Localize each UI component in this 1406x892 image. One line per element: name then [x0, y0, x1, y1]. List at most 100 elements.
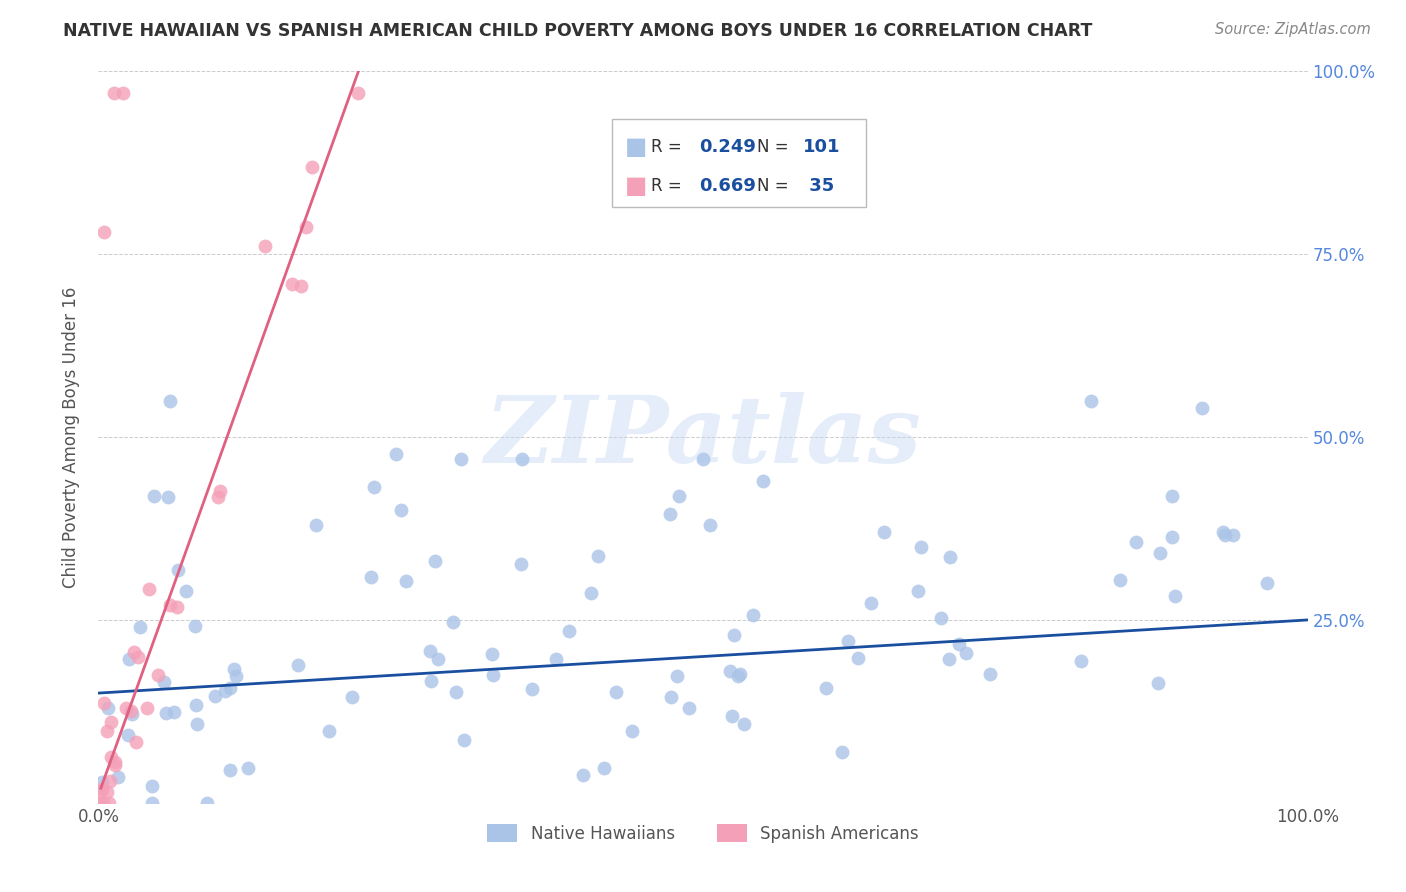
Legend: Native Hawaiians, Spanish Americans: Native Hawaiians, Spanish Americans	[481, 818, 925, 849]
Point	[125, 734, 148, 748]
Point	[204, 689, 226, 703]
Point	[692, 452, 714, 467]
Point	[318, 724, 340, 739]
Point	[98, 796, 121, 810]
Point	[208, 483, 231, 498]
Point	[938, 652, 960, 666]
Point	[236, 761, 259, 775]
Point	[363, 480, 385, 494]
Point	[287, 658, 309, 673]
Point	[120, 704, 142, 718]
Point	[444, 685, 467, 699]
Point	[167, 562, 190, 576]
Point	[1164, 589, 1187, 603]
Point	[520, 682, 543, 697]
Point	[426, 651, 449, 665]
Point	[89, 796, 111, 810]
Point	[219, 763, 242, 777]
Point	[450, 452, 472, 467]
Point	[425, 554, 447, 568]
Point	[979, 666, 1001, 681]
Point	[90, 782, 112, 797]
Point	[620, 724, 643, 739]
Point	[114, 701, 136, 715]
Point	[1212, 525, 1234, 540]
Point	[1161, 489, 1184, 503]
Text: ■: ■	[624, 174, 647, 198]
Point	[741, 608, 763, 623]
Point	[141, 780, 163, 794]
Point	[1149, 546, 1171, 560]
Point	[699, 517, 721, 532]
Point	[1147, 676, 1170, 690]
Point	[1108, 574, 1130, 588]
Point	[910, 540, 932, 554]
Point	[155, 706, 177, 721]
Point	[347, 87, 370, 101]
Point	[723, 628, 745, 642]
Text: N =: N =	[758, 178, 794, 195]
Point	[159, 598, 181, 612]
Point	[419, 673, 441, 688]
Text: ■: ■	[624, 135, 647, 159]
Point	[136, 701, 159, 715]
Point	[929, 611, 952, 625]
Point	[127, 650, 149, 665]
Point	[419, 643, 441, 657]
Point	[174, 584, 197, 599]
Point	[117, 728, 139, 742]
Point	[727, 669, 749, 683]
Point	[384, 447, 406, 461]
Point	[730, 667, 752, 681]
Point	[593, 761, 616, 775]
Point	[441, 615, 464, 630]
Point	[96, 785, 118, 799]
Point	[219, 681, 242, 695]
Point	[453, 733, 475, 747]
Point	[733, 717, 755, 731]
Point	[290, 279, 312, 293]
Point	[222, 662, 245, 676]
Point	[138, 582, 160, 596]
Y-axis label: Child Poverty Among Boys Under 16: Child Poverty Among Boys Under 16	[62, 286, 80, 588]
Point	[481, 648, 503, 662]
Point	[389, 503, 412, 517]
Point	[752, 474, 775, 488]
Text: Source: ZipAtlas.com: Source: ZipAtlas.com	[1215, 22, 1371, 37]
Point	[579, 586, 602, 600]
Point	[482, 667, 505, 681]
Point	[214, 684, 236, 698]
Point	[509, 558, 531, 572]
Point	[1213, 527, 1236, 541]
Point	[104, 755, 127, 769]
Point	[98, 774, 121, 789]
Text: 0.249: 0.249	[699, 137, 756, 156]
Point	[89, 796, 111, 810]
Point	[1256, 575, 1278, 590]
Point	[718, 665, 741, 679]
Point	[195, 796, 218, 810]
Point	[184, 698, 207, 713]
Point	[1191, 401, 1213, 415]
Point	[360, 570, 382, 584]
Point	[100, 750, 122, 764]
Point	[721, 709, 744, 723]
Point	[1161, 530, 1184, 544]
Point	[907, 584, 929, 599]
FancyBboxPatch shape	[613, 119, 866, 207]
Text: N =: N =	[758, 137, 794, 156]
Point	[225, 669, 247, 683]
Point	[129, 620, 152, 634]
Point	[572, 768, 595, 782]
Point	[558, 624, 581, 639]
Point	[295, 220, 318, 235]
Point	[340, 690, 363, 704]
Point	[394, 574, 416, 589]
Point	[207, 490, 229, 504]
Point	[588, 549, 610, 563]
Point	[815, 681, 838, 696]
Point	[122, 645, 145, 659]
Text: 35: 35	[803, 178, 835, 195]
Point	[253, 239, 276, 253]
Point	[873, 525, 896, 540]
